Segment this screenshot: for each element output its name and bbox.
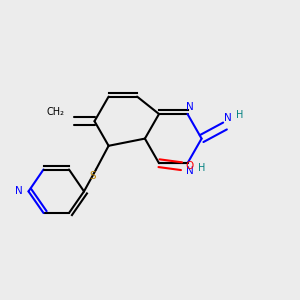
Text: N: N xyxy=(186,166,194,176)
Text: H: H xyxy=(236,110,243,120)
Text: CH₂: CH₂ xyxy=(46,107,64,117)
Text: N: N xyxy=(224,113,231,124)
Text: N: N xyxy=(15,186,22,197)
Text: N: N xyxy=(186,101,194,112)
Text: S: S xyxy=(90,171,96,181)
Text: O: O xyxy=(186,161,194,171)
Text: H: H xyxy=(198,163,206,173)
